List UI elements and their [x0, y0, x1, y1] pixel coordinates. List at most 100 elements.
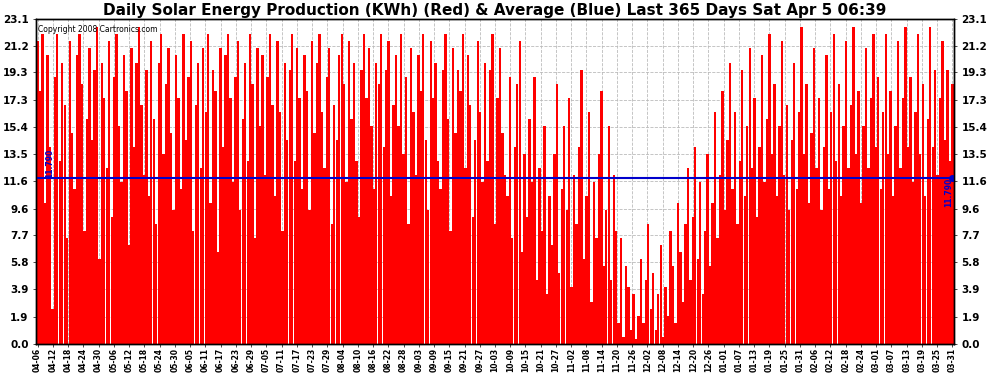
- Bar: [288, 69, 291, 344]
- Bar: [390, 196, 392, 344]
- Bar: [852, 27, 854, 344]
- Bar: [531, 182, 534, 344]
- Bar: [593, 182, 595, 344]
- Bar: [266, 76, 268, 344]
- Bar: [768, 34, 770, 344]
- Bar: [884, 34, 887, 344]
- Bar: [454, 133, 456, 344]
- Bar: [76, 56, 78, 344]
- Bar: [146, 69, 148, 344]
- Bar: [595, 238, 598, 344]
- Bar: [948, 161, 951, 344]
- Bar: [897, 41, 899, 344]
- Bar: [121, 182, 123, 344]
- Bar: [152, 119, 154, 344]
- Bar: [667, 316, 669, 344]
- Bar: [321, 112, 323, 344]
- Bar: [417, 56, 420, 344]
- Bar: [466, 56, 469, 344]
- Bar: [761, 56, 763, 344]
- Bar: [783, 175, 785, 344]
- Bar: [157, 63, 159, 344]
- Bar: [610, 280, 613, 344]
- Bar: [73, 189, 76, 344]
- Bar: [232, 182, 234, 344]
- Bar: [291, 34, 293, 344]
- Bar: [707, 154, 709, 344]
- Bar: [56, 34, 58, 344]
- Bar: [727, 140, 729, 344]
- Bar: [301, 189, 303, 344]
- Bar: [365, 98, 367, 344]
- Bar: [638, 316, 640, 344]
- Bar: [242, 119, 244, 344]
- Bar: [412, 112, 415, 344]
- Bar: [479, 112, 481, 344]
- Bar: [519, 41, 521, 344]
- Bar: [766, 119, 768, 344]
- Bar: [605, 210, 608, 344]
- Bar: [187, 76, 189, 344]
- Bar: [845, 41, 847, 344]
- Bar: [347, 41, 350, 344]
- Bar: [922, 84, 924, 344]
- Bar: [618, 322, 620, 344]
- Bar: [697, 260, 699, 344]
- Bar: [544, 126, 545, 344]
- Bar: [486, 161, 489, 344]
- Bar: [331, 224, 333, 344]
- Bar: [743, 196, 745, 344]
- Bar: [699, 182, 702, 344]
- Bar: [847, 168, 849, 344]
- Bar: [904, 27, 907, 344]
- Bar: [207, 34, 209, 344]
- Bar: [934, 69, 937, 344]
- Bar: [44, 203, 47, 344]
- Bar: [803, 154, 805, 344]
- Bar: [360, 69, 362, 344]
- Bar: [776, 196, 778, 344]
- Bar: [719, 175, 721, 344]
- Bar: [281, 231, 283, 344]
- Bar: [313, 133, 316, 344]
- Bar: [175, 56, 177, 344]
- Bar: [499, 48, 501, 344]
- Bar: [623, 337, 625, 344]
- Bar: [274, 196, 276, 344]
- Bar: [869, 98, 872, 344]
- Bar: [842, 126, 844, 344]
- Bar: [357, 217, 360, 344]
- Bar: [509, 76, 511, 344]
- Bar: [682, 302, 684, 344]
- Bar: [456, 69, 459, 344]
- Bar: [377, 84, 380, 344]
- Bar: [177, 98, 179, 344]
- Bar: [227, 34, 229, 344]
- Bar: [68, 41, 71, 344]
- Bar: [575, 224, 578, 344]
- Bar: [600, 91, 603, 344]
- Bar: [200, 168, 202, 344]
- Bar: [662, 337, 664, 344]
- Bar: [659, 245, 662, 344]
- Bar: [722, 91, 724, 344]
- Bar: [160, 34, 162, 344]
- Bar: [126, 91, 128, 344]
- Bar: [245, 63, 247, 344]
- Bar: [808, 203, 810, 344]
- Bar: [380, 34, 382, 344]
- Bar: [615, 231, 618, 344]
- Bar: [583, 260, 585, 344]
- Bar: [756, 217, 758, 344]
- Bar: [578, 147, 580, 344]
- Bar: [536, 280, 539, 344]
- Bar: [367, 48, 370, 344]
- Text: 11.790: 11.790: [46, 149, 54, 178]
- Bar: [491, 34, 494, 344]
- Bar: [529, 119, 531, 344]
- Bar: [352, 63, 355, 344]
- Bar: [516, 84, 519, 344]
- Bar: [929, 27, 932, 344]
- Bar: [887, 154, 889, 344]
- Text: 11.790: 11.790: [944, 178, 953, 207]
